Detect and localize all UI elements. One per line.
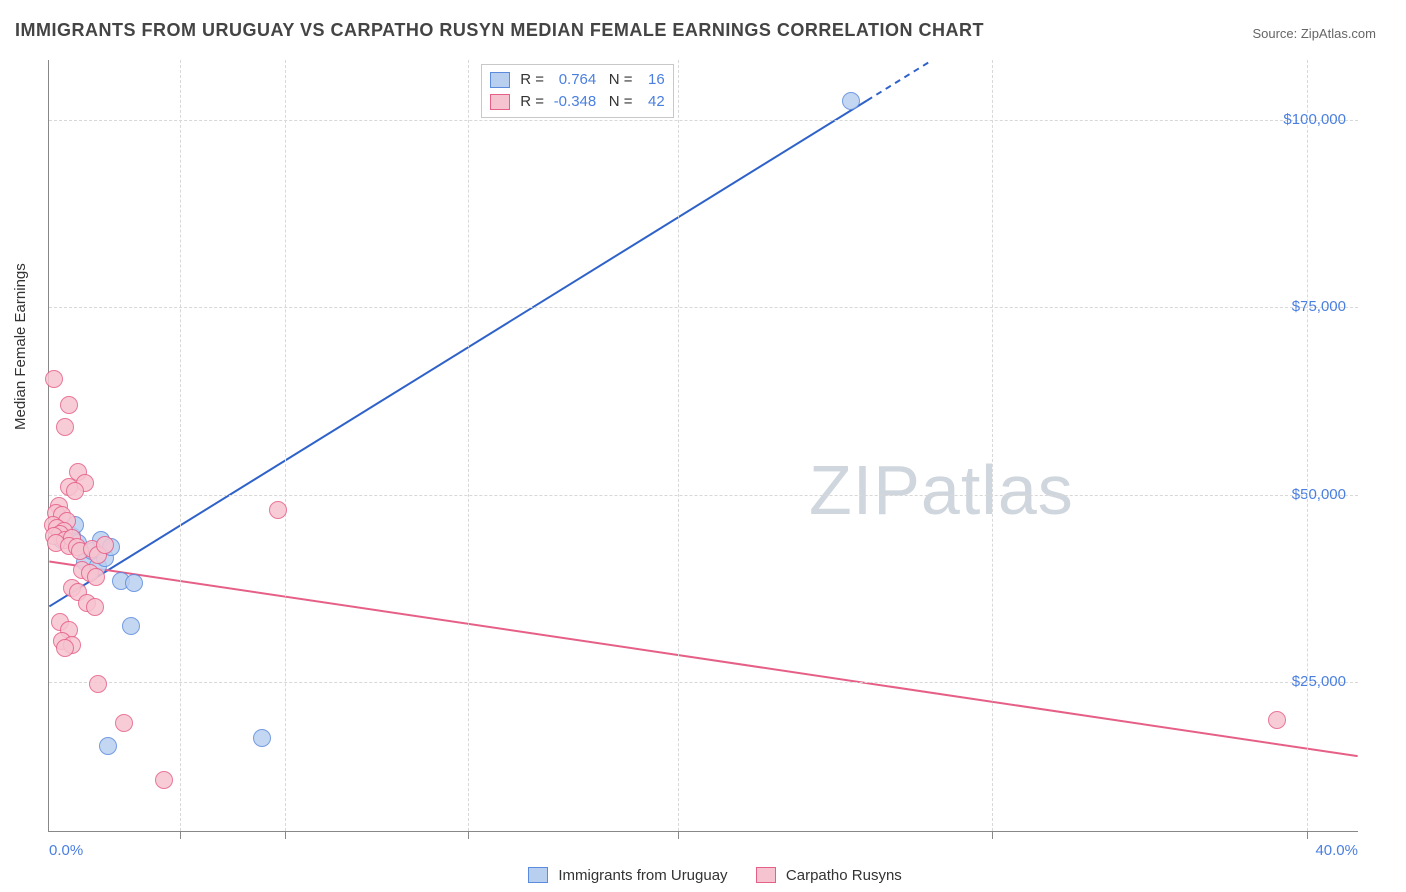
plot-area: ZIPatlas R = 0.764 N = 16R = -0.348 N = … (48, 60, 1358, 832)
gridline-horizontal (49, 682, 1358, 683)
legend-N-value-carpatho: 42 (637, 91, 665, 113)
scatter-point-carpatho (269, 501, 287, 519)
watermark: ZIPatlas (809, 450, 1074, 530)
legend-R-label: R = (520, 71, 548, 88)
scatter-point-uruguay (122, 617, 140, 635)
legend-swatch-uruguay (490, 72, 510, 88)
scatter-point-uruguay (99, 737, 117, 755)
scatter-point-carpatho (115, 714, 133, 732)
legend-R-label: R = (520, 93, 548, 110)
scatter-point-carpatho (66, 482, 84, 500)
scatter-point-carpatho (56, 418, 74, 436)
gridline-horizontal (49, 495, 1358, 496)
regression-lines-layer (49, 60, 1358, 831)
scatter-point-uruguay (253, 729, 271, 747)
scatter-point-carpatho (45, 370, 63, 388)
source-prefix: Source: (1252, 26, 1300, 41)
legend-swatch-carpatho (490, 94, 510, 110)
gridline-vertical (180, 60, 181, 831)
scatter-point-carpatho (1268, 711, 1286, 729)
scatter-point-carpatho (96, 536, 114, 554)
gridline-horizontal (49, 120, 1358, 121)
gridline-vertical (1307, 60, 1308, 831)
chart-title: IMMIGRANTS FROM URUGUAY VS CARPATHO RUSY… (15, 20, 984, 41)
regression-line-uruguay (49, 100, 867, 606)
x-axis-max-label: 40.0% (1315, 842, 1358, 859)
gridline-vertical (992, 60, 993, 831)
legend-R-value-carpatho: -0.348 (548, 91, 596, 113)
watermark-zip: ZIP (809, 451, 921, 529)
scatter-point-carpatho (86, 598, 104, 616)
scatter-point-carpatho (155, 771, 173, 789)
scatter-point-carpatho (87, 568, 105, 586)
x-tick (1307, 831, 1308, 839)
x-axis-min-label: 0.0% (49, 842, 83, 859)
legend-swatch-carpatho (756, 867, 776, 883)
legend-N-label: N = (596, 93, 636, 110)
scatter-point-carpatho (60, 396, 78, 414)
x-tick (468, 831, 469, 839)
series-legend-bottom: Immigrants from Uruguay Carpatho Rusyns (0, 867, 1406, 884)
legend-row-carpatho: R = -0.348 N = 42 (490, 91, 664, 113)
scatter-point-uruguay (842, 92, 860, 110)
legend-label-uruguay: Immigrants from Uruguay (558, 867, 727, 884)
x-tick (678, 831, 679, 839)
regression-line-carpatho (49, 562, 1357, 757)
x-tick (180, 831, 181, 839)
source-attribution: Source: ZipAtlas.com (1252, 26, 1376, 41)
gridline-vertical (678, 60, 679, 831)
y-axis-title: Median Female Earnings (12, 263, 29, 430)
legend-label-carpatho: Carpatho Rusyns (786, 867, 902, 884)
scatter-point-uruguay (125, 574, 143, 592)
correlation-legend-box: R = 0.764 N = 16R = -0.348 N = 42 (481, 64, 673, 118)
gridline-horizontal (49, 307, 1358, 308)
gridline-vertical (468, 60, 469, 831)
legend-R-value-uruguay: 0.764 (548, 69, 596, 91)
gridline-vertical (285, 60, 286, 831)
watermark-atlas: atlas (921, 451, 1074, 529)
legend-N-label: N = (596, 71, 636, 88)
source-name: ZipAtlas.com (1301, 26, 1376, 41)
legend-swatch-uruguay (528, 867, 548, 883)
scatter-point-carpatho (89, 675, 107, 693)
scatter-point-carpatho (56, 639, 74, 657)
legend-N-value-uruguay: 16 (637, 69, 665, 91)
legend-row-uruguay: R = 0.764 N = 16 (490, 69, 664, 91)
x-tick (285, 831, 286, 839)
regression-line-uruguay-dashed (867, 60, 932, 100)
x-tick (992, 831, 993, 839)
